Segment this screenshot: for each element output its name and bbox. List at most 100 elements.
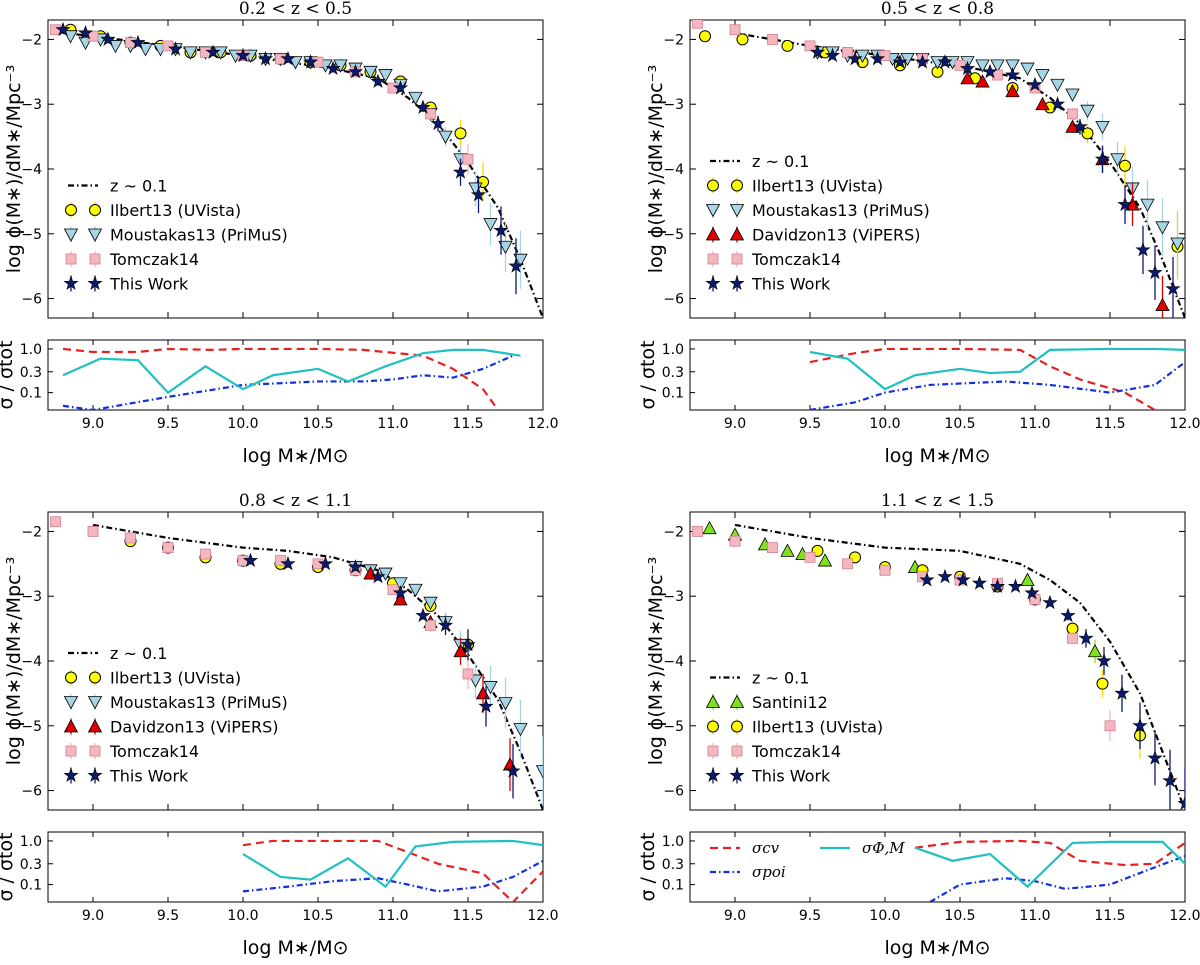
data-point	[425, 619, 436, 631]
y-tick-label: −6	[663, 784, 684, 800]
data-point	[1020, 62, 1035, 76]
legend-marker	[729, 204, 745, 218]
data-point	[393, 592, 408, 606]
data-point	[408, 91, 423, 106]
legend-marker	[707, 720, 719, 733]
legend-label: This Work	[109, 275, 189, 294]
legend-marker	[729, 694, 745, 708]
legend-label: Santini12	[752, 693, 828, 712]
legend-marker	[63, 228, 79, 242]
data-point	[462, 153, 474, 165]
panel-title: 0.2 < z < 0.5	[239, 0, 352, 19]
y-tick-label: −3	[21, 589, 42, 605]
legend-marker	[705, 227, 721, 241]
sub-axes-frame	[689, 831, 1186, 903]
series-this	[243, 553, 521, 799]
data-point	[975, 74, 990, 88]
data-point	[1050, 78, 1065, 93]
sub-y-tick-label: 1.0	[662, 342, 684, 358]
legend-item: Moustakas13 (PriMuS)	[705, 201, 930, 220]
data-point	[842, 558, 853, 570]
legend-label: z ~ 0.1	[110, 177, 167, 196]
legend-item: Davidzon13 (ViPERS)	[63, 718, 279, 737]
legend-marker	[89, 253, 101, 265]
sigma-phiM-line	[62, 348, 521, 395]
sub-y-tick-label: 0.3	[662, 857, 684, 873]
sub-y-tick-label: 0.3	[20, 857, 42, 873]
data-point	[288, 56, 303, 70]
x-tick-label: 11.0	[1019, 908, 1050, 924]
data-point	[736, 33, 749, 46]
sub-y-axis-label: σ / σtot	[637, 340, 659, 409]
y-tick-label: −2	[663, 32, 684, 48]
x-tick-label: 11.5	[452, 908, 483, 924]
data-point	[108, 40, 123, 54]
sub-data-layer	[242, 839, 543, 902]
x-tick-label: 11.0	[377, 908, 408, 924]
y-tick-label: −3	[663, 97, 684, 113]
y-axis-label: log ϕ(M∗)/dM∗/Mpc⁻³	[645, 65, 667, 273]
x-tick-label: 12.0	[527, 908, 558, 924]
data-point	[817, 553, 833, 567]
x-tick-label: 11.0	[377, 416, 408, 432]
data-point	[1065, 88, 1080, 102]
data-point	[1067, 632, 1078, 644]
legend-item: Tomczak14	[707, 742, 841, 761]
legend-label: Ilbert13 (UVista)	[110, 201, 241, 220]
data-point	[387, 584, 399, 596]
sub-y-axis-label: σ / σtot	[0, 832, 17, 901]
legend-label: This Work	[109, 767, 189, 786]
data-layer	[50, 22, 543, 318]
sub-data-layer	[914, 839, 1185, 902]
data-point	[1104, 720, 1116, 732]
data-point	[879, 50, 891, 62]
x-tick-label: 9.5	[799, 416, 821, 432]
data-point	[333, 59, 348, 73]
legend-marker	[707, 745, 719, 757]
x-axis-label: log M∗/M⊙	[884, 445, 990, 467]
y-tick-label: −3	[21, 97, 42, 113]
y-tick-label: −6	[21, 784, 42, 800]
sub-y-tick-label: 0.1	[20, 878, 42, 894]
sub-legend: σcv σpoi σΦ,M	[710, 839, 905, 881]
legend-item: This Work	[705, 275, 831, 294]
legend: z ~ 0.1 Santini12 Ilbert13 (UVista) Tomczak…	[705, 669, 883, 786]
data-point	[767, 542, 778, 554]
series-this	[55, 22, 524, 295]
legend-item: Davidzon13 (ViPERS)	[705, 226, 921, 245]
x-tick-label: 10.0	[869, 416, 900, 432]
y-tick-label: −4	[663, 654, 684, 670]
panel-1: 0.2 < z < 0.5 −2 −3 −4 −5 −6 9.0 9.5 10.0 10.5 11.…	[0, 0, 559, 467]
data-point	[1005, 83, 1020, 98]
x-tick-label: 10.5	[944, 908, 975, 924]
y-tick-label: −2	[663, 524, 684, 540]
y-tick-label: −6	[21, 292, 42, 308]
data-point	[378, 69, 393, 83]
legend-label: z ~ 0.1	[110, 644, 167, 663]
y-tick-label: −5	[663, 719, 684, 735]
data-point	[393, 577, 408, 591]
data-point	[1155, 221, 1170, 235]
legend: z ~ 0.1 Ilbert13 (UVista) Moustakas13 (Pri…	[63, 177, 288, 294]
data-point	[513, 723, 528, 737]
sub-y-tick-label: 0.1	[662, 878, 684, 894]
sigma-phiM-line	[242, 839, 543, 889]
legend: z ~ 0.1 Ilbert13 (UVista) Moustakas13 (Pri…	[705, 152, 930, 294]
data-point	[183, 46, 198, 60]
sigma-phiM-line	[914, 840, 1185, 889]
x-tick-label: 12.0	[527, 416, 558, 432]
legend-marker	[63, 696, 79, 710]
data-point	[842, 46, 853, 58]
legend-label: Davidzon13 (ViPERS)	[752, 226, 921, 245]
data-point	[960, 70, 975, 85]
panel-title: 1.1 < z < 1.5	[881, 491, 994, 511]
data-point	[125, 532, 136, 544]
data-point	[1080, 104, 1095, 119]
legend-item: Tomczak14	[65, 250, 199, 269]
x-tick-label: 10.5	[302, 416, 333, 432]
data-point	[990, 59, 1005, 73]
legend-marker	[87, 228, 103, 242]
legend-item: z ~ 0.1	[68, 644, 167, 663]
sub-y-tick-label: 0.3	[662, 365, 684, 381]
x-tick-label: 11.5	[1094, 908, 1125, 924]
